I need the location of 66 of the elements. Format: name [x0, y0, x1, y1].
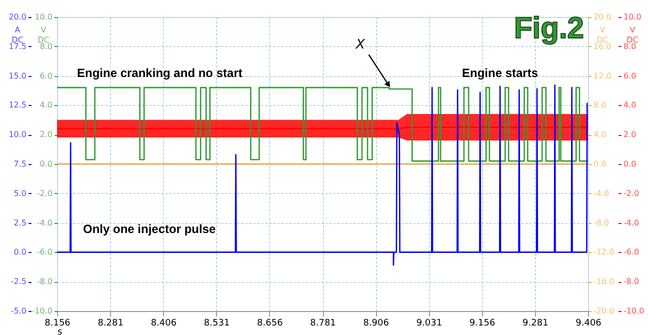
x-tick-label: 8.656: [257, 318, 284, 328]
y3-tick-label: -12.0: [594, 248, 614, 257]
x-tick-label: 9.281: [522, 318, 548, 328]
y3-tick-label: 16.0: [594, 42, 612, 51]
text: 10.0: [624, 12, 642, 22]
y-tick-label: 10.0: [8, 130, 26, 140]
y2-tick-label: 0.0: [40, 160, 52, 168]
x-tick-label: 8.406: [150, 318, 177, 328]
y-tick-label: 17.5: [8, 42, 26, 51]
y2-axis-title: V DC: [38, 26, 50, 44]
y-tick-label: -5.0: [10, 306, 26, 316]
text: -8.0: [624, 277, 640, 286]
text: -4.0: [624, 218, 640, 228]
text: 8.0: [624, 42, 636, 51]
y3-tick-label: -20.0: [594, 306, 614, 316]
y2-tick-label: -2.0: [36, 188, 52, 198]
y3-tick-label: 4.0: [594, 130, 606, 140]
y2-tick-label: 10.0: [34, 12, 52, 22]
y2-tick-label: 8.0: [40, 42, 52, 51]
annotation: Engine starts: [462, 66, 538, 80]
y3-tick-label: 20.0: [594, 12, 612, 22]
x-tick-label: 8.156: [44, 318, 71, 328]
x-tick-label: 8.781: [310, 318, 336, 328]
text: V DC: [626, 26, 638, 44]
y2-tick-label: -4.0: [36, 218, 52, 228]
y-axis-title: A DC: [12, 26, 24, 44]
y2-tick-label: -8.0: [36, 277, 52, 286]
y-tick-label: 15.0: [8, 71, 26, 80]
x-tick-label: 8.281: [98, 318, 124, 328]
y-tick-label: 2.5: [14, 218, 26, 228]
text: -2.0: [624, 188, 640, 198]
x-tick-label: 8.531: [204, 318, 230, 328]
y3-tick-label: -8.0: [594, 218, 610, 228]
x-tick-label: 9.156: [469, 318, 496, 328]
y-tick-label: 20.0: [8, 12, 26, 22]
text: 6.0: [624, 71, 636, 80]
y3-tick-label: -4.0: [594, 188, 610, 198]
y-tick-label: 5.0: [14, 188, 26, 198]
text: 4.0: [624, 100, 636, 110]
y3-tick-label: -16.0: [594, 277, 614, 286]
y-tick-label: 0.0: [14, 248, 26, 257]
y3-tick-label: 8.0: [594, 100, 606, 110]
annotation: Engine cranking and no start: [77, 66, 242, 80]
annotation: X: [354, 38, 366, 53]
y2-tick-label: 2.0: [40, 130, 52, 140]
y2-tick-label: 6.0: [40, 71, 52, 80]
text: 0.0: [624, 160, 636, 168]
text: -10.0: [624, 306, 644, 316]
x-tick-label: 8.906: [363, 318, 390, 328]
line-series: [56, 84, 588, 266]
annotation: Only one injector pulse: [83, 222, 216, 236]
y3-axis-title: V DC: [596, 26, 609, 44]
text: 2.0: [624, 130, 636, 140]
x-tick-label: 9.406: [576, 318, 602, 328]
y-tick-label: -2.5: [10, 277, 26, 286]
y3-tick-label: 12.0: [594, 71, 612, 80]
y3-tick-label: 0.0: [594, 160, 606, 168]
chart-title: Fig.2: [514, 12, 584, 45]
y2-tick-label: -6.0: [36, 248, 52, 257]
y2-tick-label: -10.0: [32, 306, 52, 316]
x-tick-label: 9.031: [416, 318, 442, 328]
y-tick-label: 12.5: [8, 100, 26, 110]
y2-tick-label: 4.0: [40, 100, 52, 110]
y-tick-label: 7.5: [14, 160, 26, 168]
x-axis-title: s: [58, 328, 62, 335]
text: -6.0: [624, 248, 640, 257]
